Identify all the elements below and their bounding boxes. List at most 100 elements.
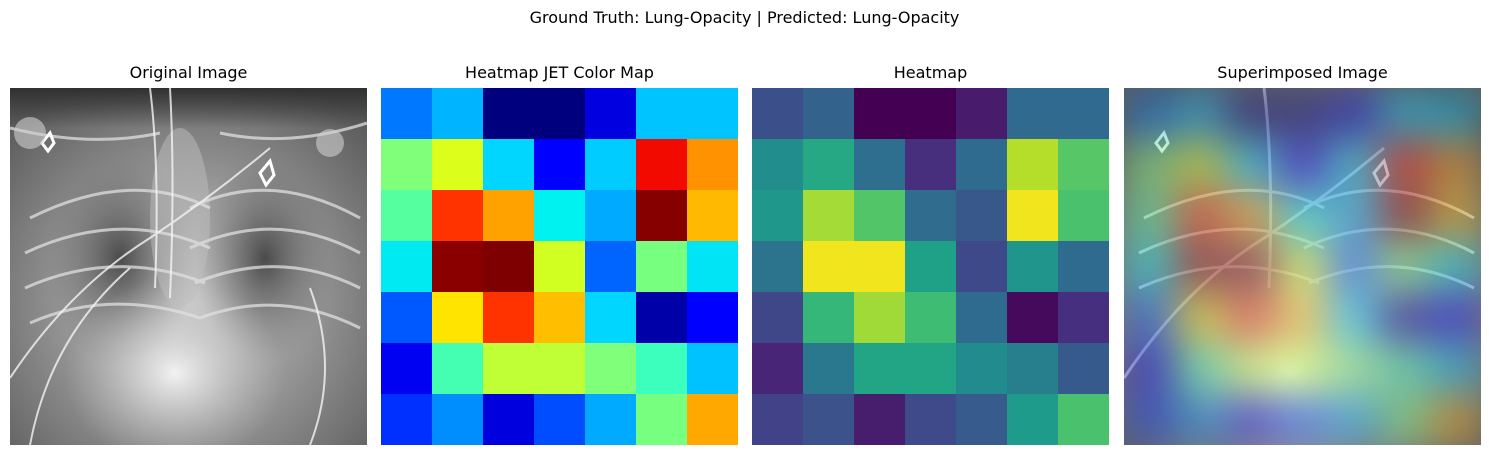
viridis-heatmap-cell [752, 190, 803, 241]
viridis-heatmap-cell [854, 394, 905, 445]
viridis-heatmap-cell [905, 394, 956, 445]
jet-heatmap-cell [585, 190, 636, 241]
overlay-heat-cell [1430, 190, 1481, 241]
overlay-heat-cell [1430, 139, 1481, 190]
overlay-heat-cell [1277, 343, 1328, 394]
jet-heatmap-cell [585, 292, 636, 343]
overlay-heat-cell [1277, 394, 1328, 445]
jet-heatmap-cell [636, 190, 687, 241]
jet-heatmap-cell [483, 139, 534, 190]
overlay-heat-cell [1379, 394, 1430, 445]
viridis-heatmap-cell [905, 88, 956, 139]
original-xray-image [10, 88, 367, 445]
viridis-heatmap-cell [803, 394, 854, 445]
viridis-heatmap-image [752, 88, 1109, 445]
viridis-heatmap-cell [956, 394, 1007, 445]
overlay-heat-cell [1175, 394, 1226, 445]
jet-heatmap-cell [534, 190, 585, 241]
jet-heatmap-cell [483, 292, 534, 343]
overlay-heat-cell [1328, 139, 1379, 190]
overlay-heat-cell [1226, 139, 1277, 190]
jet-heatmap-cell [432, 292, 483, 343]
jet-heatmap-cell [483, 394, 534, 445]
viridis-heatmap-cell [803, 190, 854, 241]
viridis-heatmap-cell [1007, 343, 1058, 394]
jet-heatmap-cell [381, 139, 432, 190]
jet-heatmap-cell [432, 241, 483, 292]
viridis-heatmap-cell [1007, 88, 1058, 139]
viridis-heatmap-cell [752, 241, 803, 292]
overlay-heat-cell [1277, 139, 1328, 190]
overlay-heat-cell [1328, 88, 1379, 139]
viridis-heatmap-cell [854, 190, 905, 241]
viridis-heatmap-cell [1007, 139, 1058, 190]
overlay-heat-cell [1328, 343, 1379, 394]
viridis-heatmap-cell [752, 292, 803, 343]
overlay-heat-cell [1379, 190, 1430, 241]
overlay-heat-cell [1175, 241, 1226, 292]
overlay-heat-cell [1175, 343, 1226, 394]
overlay-heat-cell [1124, 343, 1175, 394]
viridis-heatmap-cell [752, 88, 803, 139]
viridis-heatmap-cell [905, 139, 956, 190]
overlay-heat-grid [1124, 88, 1481, 445]
viridis-heatmap-cell [956, 88, 1007, 139]
viridis-heatmap-cell [905, 292, 956, 343]
jet-heatmap-cell [483, 241, 534, 292]
jet-heatmap-cell [636, 394, 687, 445]
viridis-heatmap-cell [1007, 394, 1058, 445]
panel-title-jet: Heatmap JET Color Map [465, 63, 654, 82]
viridis-heatmap-cell [956, 190, 1007, 241]
jet-heatmap-cell [534, 139, 585, 190]
overlay-heat-cell [1328, 292, 1379, 343]
jet-heatmap-cell [636, 139, 687, 190]
panel-superimposed: Superimposed Image [1124, 62, 1481, 445]
jet-heatmap-cell [585, 394, 636, 445]
overlay-heat-cell [1175, 88, 1226, 139]
jet-heatmap-cell [432, 394, 483, 445]
viridis-heatmap-cell [854, 88, 905, 139]
jet-heatmap-cell [534, 394, 585, 445]
superimposed-heat-overlay [1124, 88, 1481, 445]
overlay-heat-cell [1124, 139, 1175, 190]
viridis-heatmap-cell [956, 343, 1007, 394]
viridis-heatmap-cell [905, 190, 956, 241]
viridis-heatmap-grid [752, 88, 1109, 445]
viridis-heatmap-cell [854, 292, 905, 343]
viridis-heatmap-cell [752, 139, 803, 190]
jet-heatmap-cell [687, 190, 738, 241]
jet-heatmap-cell [585, 88, 636, 139]
jet-heatmap-grid [381, 88, 738, 445]
overlay-heat-cell [1379, 139, 1430, 190]
viridis-heatmap-cell [803, 241, 854, 292]
viridis-heatmap-cell [854, 139, 905, 190]
viridis-heatmap-cell [956, 139, 1007, 190]
overlay-heat-cell [1175, 190, 1226, 241]
viridis-heatmap-cell [803, 292, 854, 343]
jet-heatmap-cell [432, 190, 483, 241]
overlay-heat-cell [1226, 88, 1277, 139]
jet-heatmap-cell [585, 241, 636, 292]
jet-heatmap-cell [483, 88, 534, 139]
overlay-heat-cell [1379, 88, 1430, 139]
jet-heatmap-cell [636, 241, 687, 292]
viridis-heatmap-cell [803, 88, 854, 139]
jet-heatmap-cell [534, 88, 585, 139]
jet-heatmap-cell [432, 139, 483, 190]
overlay-heat-cell [1430, 343, 1481, 394]
overlay-heat-cell [1328, 394, 1379, 445]
overlay-heat-cell [1175, 139, 1226, 190]
overlay-heat-cell [1124, 88, 1175, 139]
jet-heatmap-cell [687, 343, 738, 394]
overlay-heat-cell [1226, 292, 1277, 343]
panel-original-image: Original Image [10, 62, 367, 445]
jet-heatmap-cell [381, 343, 432, 394]
superimposed-xray-base [1124, 88, 1481, 445]
jet-heatmap-cell [534, 241, 585, 292]
overlay-heat-cell [1430, 88, 1481, 139]
jet-heatmap-cell [687, 394, 738, 445]
overlay-heat-cell [1379, 292, 1430, 343]
jet-heatmap-cell [636, 88, 687, 139]
viridis-heatmap-cell [752, 343, 803, 394]
viridis-heatmap-cell [854, 343, 905, 394]
